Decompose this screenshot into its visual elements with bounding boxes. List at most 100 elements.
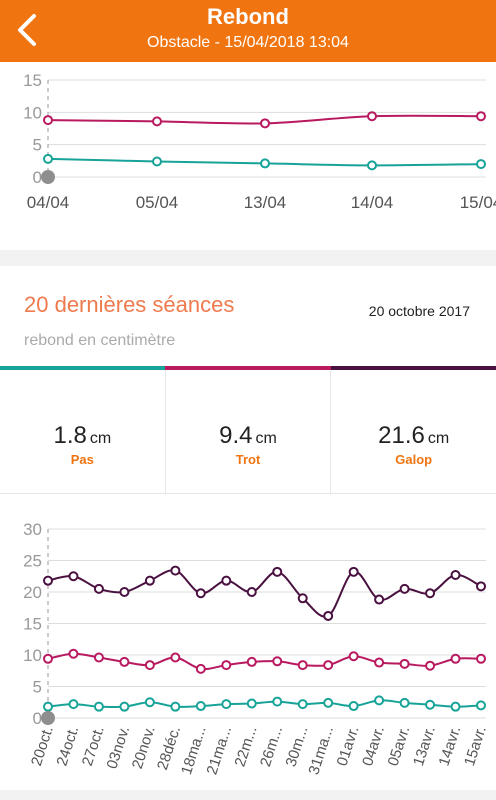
data-point: [297, 593, 308, 604]
x-tick-label: 30m...: [282, 724, 311, 769]
stat-pas[interactable]: 1.8 cm Pas: [0, 370, 166, 493]
stats-row: 1.8 cm Pas 9.4 cm Trot 21.6 cm Galop: [0, 370, 496, 494]
data-point: [221, 575, 232, 586]
data-point: [425, 588, 436, 599]
back-button[interactable]: [8, 8, 44, 52]
x-tick-label: 04avr.: [359, 724, 388, 768]
trot-color-bar: [165, 366, 331, 370]
data-point: [348, 566, 359, 577]
stat-trot[interactable]: 9.4 cm Trot: [166, 370, 332, 493]
x-tick-label: 24oct.: [53, 724, 82, 768]
data-point: [43, 115, 53, 126]
data-point: [43, 701, 53, 712]
stat-label: Trot: [235, 452, 261, 467]
data-point: [374, 657, 385, 668]
stat-galop[interactable]: 21.6 cm Galop: [331, 370, 496, 493]
history-chart-svg: 05101520253020oct.24oct.27oct.03nov.20no…: [23, 520, 490, 777]
data-point: [152, 156, 162, 167]
data-point: [221, 660, 232, 671]
data-point: [367, 160, 377, 171]
chevron-left-icon: [18, 14, 36, 46]
data-point: [170, 565, 181, 576]
series-line: [47, 699, 482, 709]
recent-chart: 0 5 10 15 04/04 05/04 13/04 14/04 15/04: [0, 62, 496, 250]
data-point: [399, 697, 410, 708]
data-point: [323, 697, 334, 708]
data-point: [297, 699, 308, 710]
bottom-separator: [0, 790, 496, 800]
data-point: [68, 699, 79, 710]
data-point: [348, 651, 359, 662]
x-tick-label: 26m...: [257, 724, 286, 769]
data-point: [195, 588, 206, 599]
data-point: [43, 153, 53, 164]
data-point: [119, 587, 130, 597]
stat-unit: cm: [255, 430, 277, 447]
recent-chart-svg: 0 5 10 15 04/04 05/04 13/04 14/04 15/04: [23, 71, 496, 212]
data-point: [152, 116, 162, 127]
data-point: [272, 696, 283, 707]
stat-value: 21.6: [378, 422, 425, 449]
data-point: [476, 111, 486, 122]
data-point: [374, 594, 385, 605]
data-point: [93, 583, 104, 594]
x-tick-label: 15/04: [460, 193, 496, 212]
x-tick-label: 14/04: [351, 193, 394, 212]
data-point: [119, 701, 130, 712]
data-point: [246, 587, 257, 597]
stat-unit: cm: [427, 430, 450, 447]
x-tick-label: 05avr.: [385, 724, 414, 768]
cursor-handle: [41, 170, 55, 184]
y-tick-label: 5: [33, 678, 42, 697]
stat-label: Pas: [70, 452, 94, 467]
header-bar: Rebond Obstacle - 15/04/2018 13:04: [0, 0, 496, 62]
x-tick-label: 14avr.: [436, 724, 465, 768]
y-tick-label: 0: [33, 168, 42, 187]
data-point: [68, 571, 79, 582]
stat-unit: cm: [89, 430, 112, 447]
data-point: [476, 581, 486, 592]
data-point: [93, 701, 104, 712]
data-point: [425, 660, 436, 671]
x-tick-label: 05/04: [136, 193, 179, 212]
data-point: [323, 610, 334, 621]
data-point: [367, 111, 377, 122]
history-chart: 0 5 10 15 20 25 30 20oct. 24oct. 27oct. 03nov. 20no…: [0, 494, 496, 790]
data-point: [195, 663, 206, 674]
data-point: [93, 652, 104, 663]
series-line: [47, 569, 482, 618]
y-tick-label: 20: [23, 583, 42, 602]
section-subtitle: rebond en centimètre: [24, 332, 176, 349]
x-tick-label: 04/04: [27, 193, 70, 212]
pas-color-bar: [0, 366, 166, 370]
page-subtitle: Obstacle - 15/04/2018 13:04: [147, 34, 349, 51]
x-tick-label: 13avr.: [410, 724, 439, 768]
page-title: Rebond: [207, 4, 289, 29]
data-point: [476, 159, 486, 170]
y-tick-label: 10: [23, 103, 42, 122]
gait-color-bars: [0, 366, 496, 370]
data-point: [43, 575, 53, 586]
data-point: [260, 118, 270, 129]
section-title: 20 dernières séances: [24, 292, 235, 317]
data-point: [399, 658, 410, 669]
series-line: [47, 652, 482, 671]
data-point: [144, 697, 155, 708]
data-point: [119, 656, 130, 667]
data-point: [476, 700, 486, 711]
y-tick-label: 30: [23, 520, 42, 539]
stat-value: 9.4: [219, 422, 253, 449]
data-point: [195, 701, 206, 712]
data-point: [399, 583, 410, 594]
stat-value: 1.8: [53, 422, 87, 449]
data-point: [374, 695, 385, 706]
data-point: [144, 575, 155, 586]
x-tick-label: 22m...: [232, 724, 261, 769]
x-tick-label: 01avr.: [334, 724, 363, 768]
data-point: [297, 660, 308, 671]
x-tick-label: 15avr.: [461, 724, 490, 768]
data-point: [323, 660, 334, 671]
data-point: [246, 698, 257, 709]
x-tick-label: 20oct.: [28, 724, 57, 768]
data-point: [272, 566, 283, 577]
